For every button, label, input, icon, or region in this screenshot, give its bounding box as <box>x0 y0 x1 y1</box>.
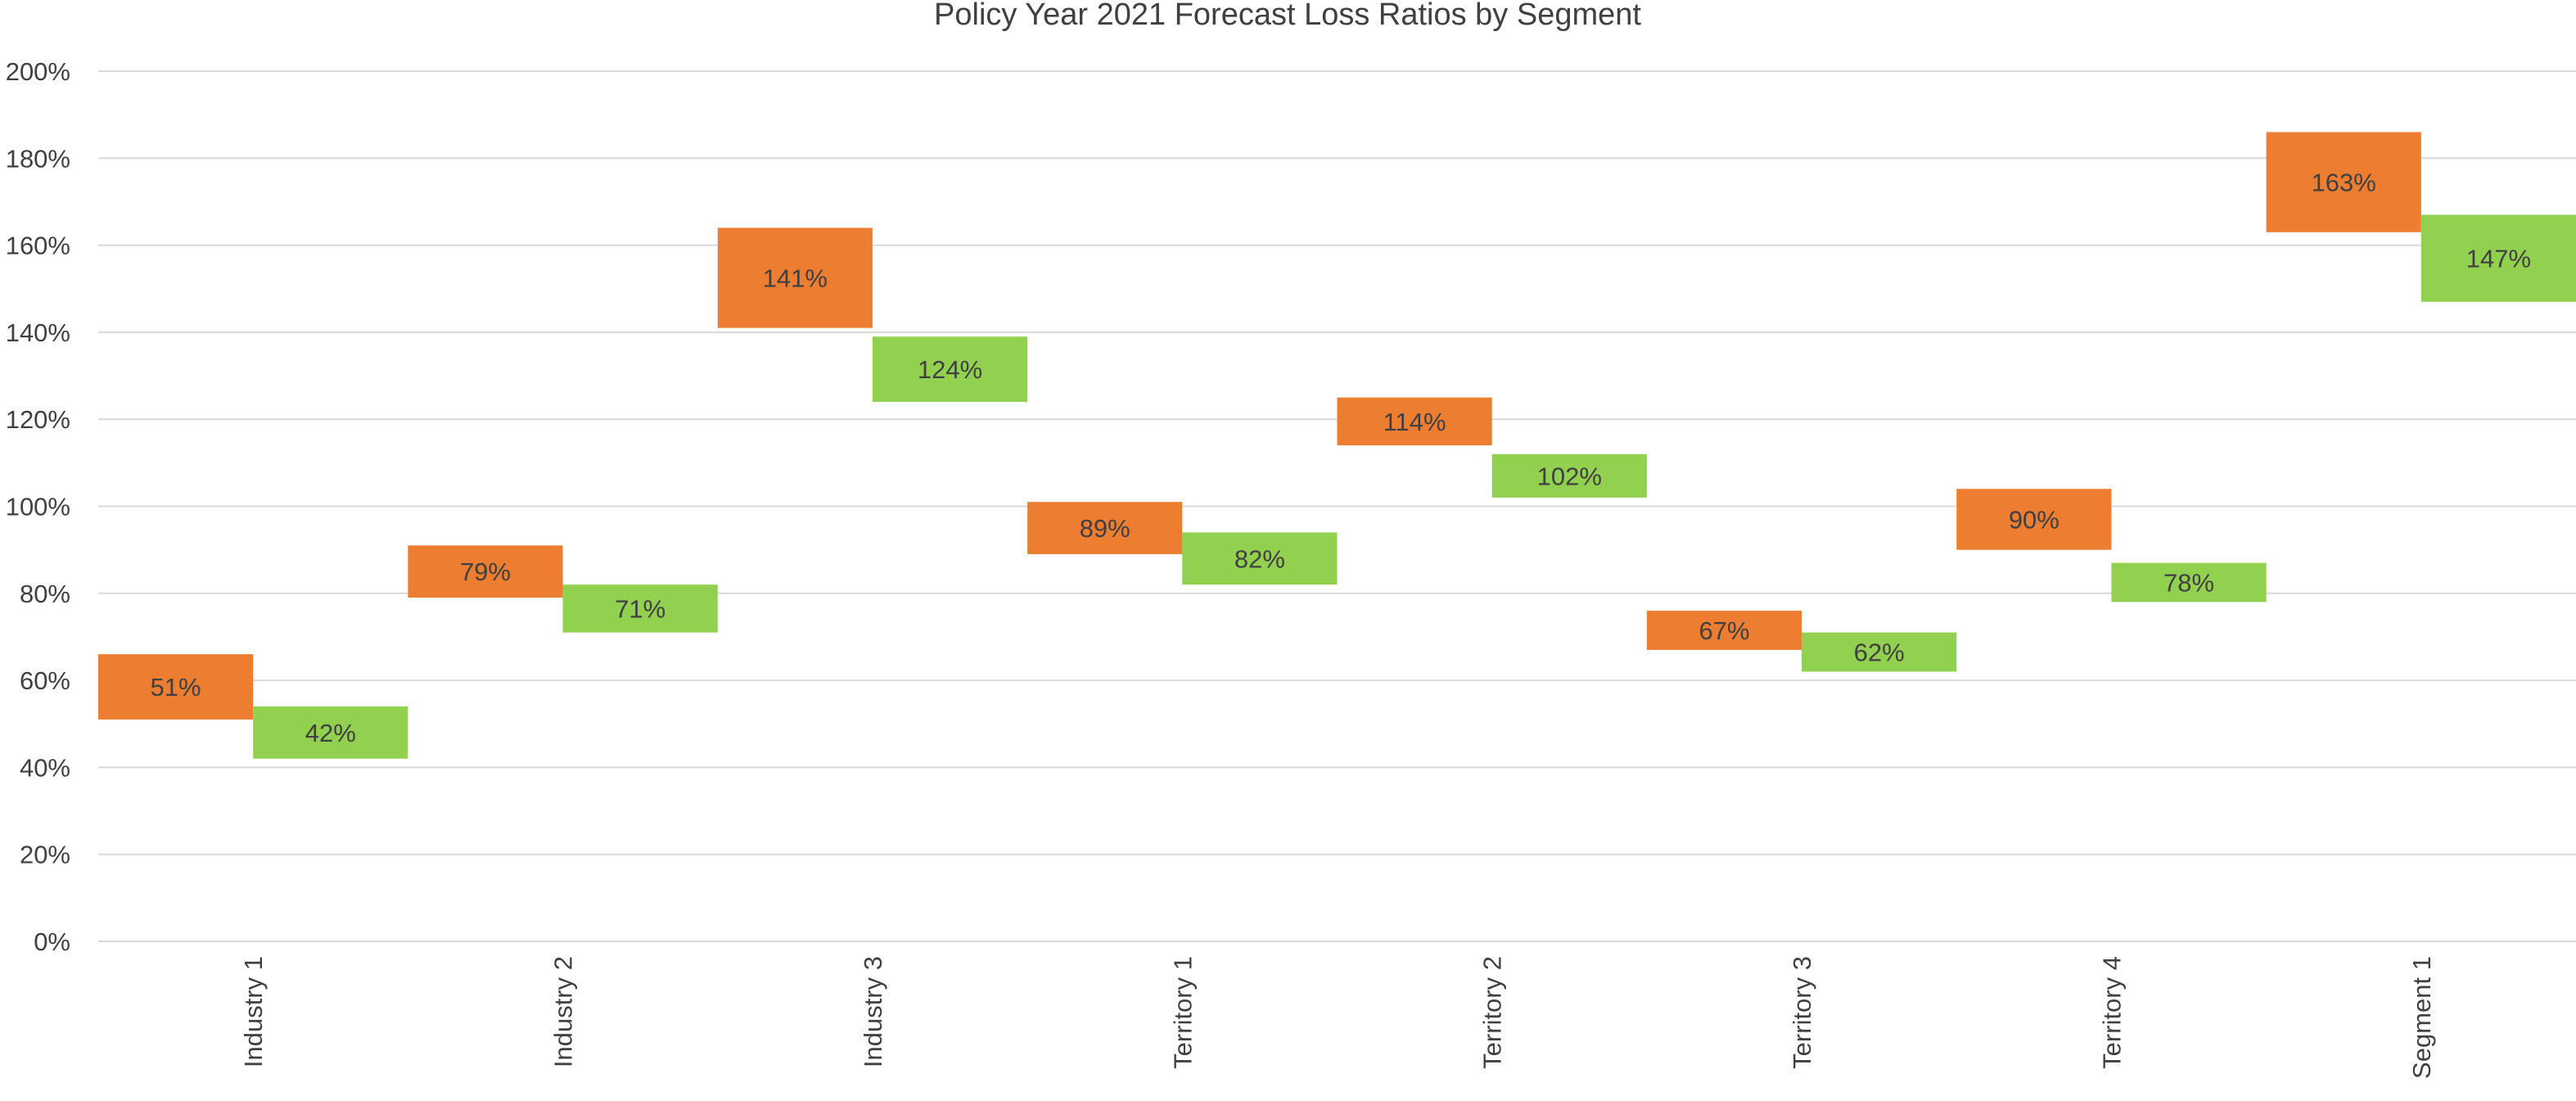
data-label: 71% <box>615 594 665 623</box>
bar-series1-territory-2 <box>1337 397 1492 446</box>
y-tick-label: 0% <box>34 927 70 956</box>
x-category-label: Territory 4 <box>2097 956 2126 1069</box>
x-category-label: Territory 2 <box>1478 956 1507 1069</box>
data-label: 102% <box>1537 462 1602 490</box>
data-label: 147% <box>2466 245 2531 273</box>
bar-series2-industry-2 <box>562 584 718 633</box>
bar-series2-territory-2 <box>1491 453 1647 498</box>
bar-series1-territory-4 <box>1956 489 2112 550</box>
data-label: 90% <box>2009 505 2059 534</box>
x-category-label: Territory 1 <box>1168 956 1197 1069</box>
bars <box>98 132 2576 759</box>
y-tick-label: 120% <box>6 405 70 434</box>
gridlines <box>98 70 2576 942</box>
y-tick-label: 140% <box>6 318 70 347</box>
data-label: 51% <box>151 673 201 702</box>
bar-series2-industry-1 <box>253 706 408 759</box>
x-category-label: Industry 1 <box>239 956 268 1067</box>
y-tick-label: 180% <box>6 144 70 173</box>
bar-series1-territory-3 <box>1646 611 1802 650</box>
y-tick-label: 40% <box>20 753 70 782</box>
bar-series1-industry-1 <box>98 654 254 720</box>
data-label: 67% <box>1699 616 1749 645</box>
x-category-label: Segment 1 <box>2407 956 2436 1079</box>
x-category-label: Territory 3 <box>1788 956 1816 1069</box>
bar-series1-industry-3 <box>717 228 873 328</box>
x-category-label: Industry 3 <box>859 956 887 1067</box>
y-tick-label: 200% <box>6 57 70 86</box>
data-label: 42% <box>305 719 356 747</box>
bar-series1-segment-1 <box>2266 132 2421 232</box>
x-category-label: Industry 2 <box>549 956 578 1067</box>
y-axis-tick-labels: 0% 20% 40% 60% 80% 100% 120% 140% 160% 180% 200% <box>6 57 70 956</box>
bar-series1-territory-1 <box>1027 502 1183 554</box>
data-label: 79% <box>460 557 511 586</box>
y-tick-label: 60% <box>20 666 70 695</box>
bar-series2-territory-1 <box>1182 532 1338 585</box>
x-axis-category-labels: Industry 1 Industry 2 Industry 3 Territory … <box>239 956 2436 1079</box>
data-label: 114% <box>1383 408 1446 436</box>
bar-series2-industry-3 <box>872 336 1028 402</box>
bar-series2-segment-1 <box>2420 214 2576 302</box>
data-label: 78% <box>2163 569 2214 598</box>
chart-title: Policy Year 2021 Forecast Loss Ratios by… <box>934 0 1641 32</box>
data-labels: 51% 79% 141% 89% 114% 67% 90% 163% 42% 71% 124% 82%… <box>151 169 2531 747</box>
bar-series2-territory-4 <box>2111 562 2267 602</box>
y-tick-label: 20% <box>20 841 70 869</box>
data-label: 62% <box>1854 638 1905 667</box>
data-label: 163% <box>2312 169 2376 197</box>
y-tick-label: 160% <box>6 232 70 260</box>
y-tick-label: 100% <box>6 493 70 521</box>
y-tick-label: 80% <box>20 580 70 608</box>
data-label: 89% <box>1080 514 1130 543</box>
data-label: 124% <box>918 355 982 384</box>
data-label: 141% <box>763 264 828 292</box>
bar-series2-territory-3 <box>1802 632 1957 672</box>
bar-series1-industry-2 <box>408 545 563 598</box>
data-label: 82% <box>1234 544 1285 573</box>
